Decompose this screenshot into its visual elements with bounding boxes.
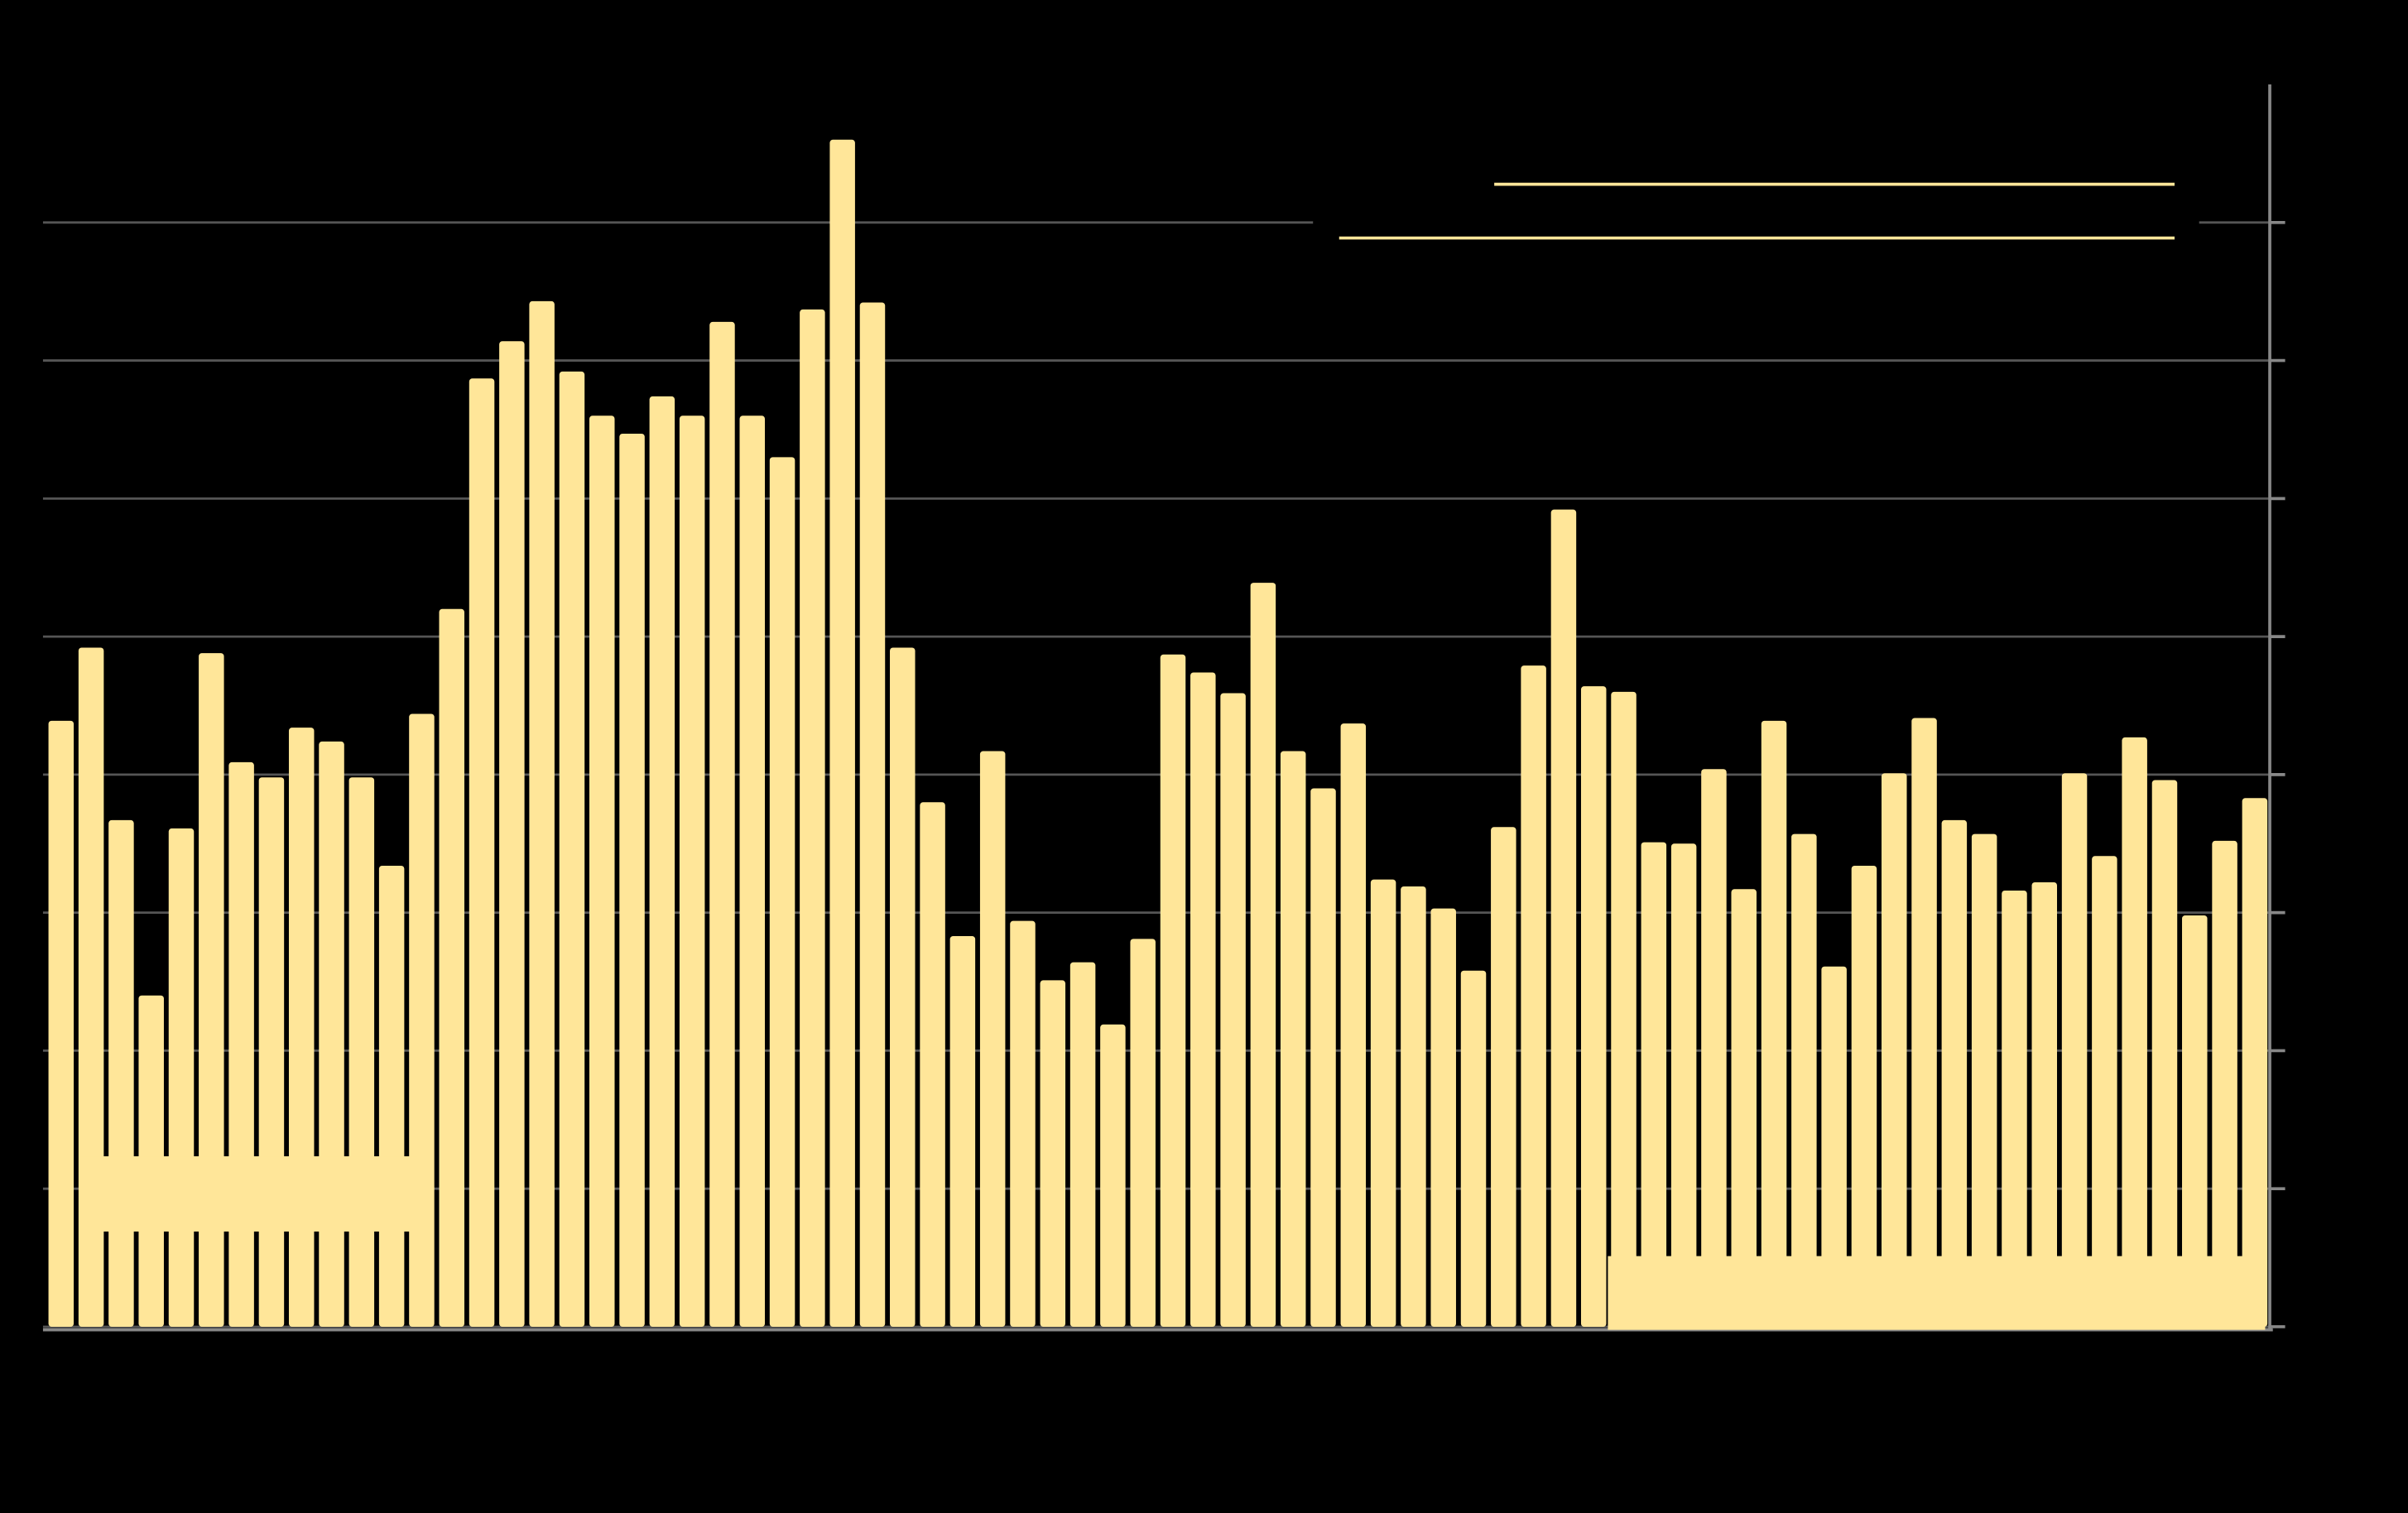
bar (1701, 769, 1727, 1327)
bar (1370, 879, 1396, 1327)
bar (1821, 966, 1847, 1327)
bar (469, 378, 495, 1327)
bar (439, 608, 464, 1327)
bar (1550, 509, 1577, 1327)
bar (979, 751, 1006, 1327)
bar (1731, 889, 1757, 1327)
bar (1491, 827, 1516, 1327)
bar (800, 309, 825, 1327)
legend-box (1313, 153, 2199, 262)
bar (288, 728, 315, 1327)
bar (1160, 654, 1186, 1327)
decorations (42, 84, 2273, 1332)
bar (378, 865, 405, 1327)
bar (859, 302, 886, 1327)
annotation-box (1608, 1256, 2266, 1330)
bar (1521, 665, 1546, 1327)
bar (1069, 962, 1096, 1327)
annotation-box (79, 1156, 418, 1232)
bar (108, 819, 134, 1327)
bar (1911, 718, 1937, 1327)
bar (48, 720, 74, 1327)
bar (1851, 865, 1877, 1327)
bar (1010, 920, 1036, 1327)
bar (1641, 842, 1667, 1327)
bar (2151, 780, 2178, 1327)
bar (529, 300, 555, 1327)
bar (1250, 583, 1276, 1327)
bar (1761, 720, 1787, 1327)
bar (1791, 833, 1817, 1327)
bar (1040, 980, 1066, 1327)
bar (1190, 672, 1216, 1327)
bar (2031, 881, 2058, 1327)
bar (890, 647, 916, 1327)
bar (1580, 686, 1607, 1327)
bar (2122, 737, 2147, 1327)
bar (1460, 970, 1487, 1327)
bar (559, 371, 585, 1327)
bar (1941, 819, 1968, 1327)
bar (1280, 751, 1306, 1327)
bar (649, 396, 675, 1327)
bar (2092, 856, 2117, 1327)
bar (920, 802, 945, 1327)
bar (1130, 939, 1156, 1327)
bar (1220, 693, 1246, 1327)
bar (258, 777, 285, 1327)
bar (679, 415, 705, 1327)
bar (319, 741, 344, 1327)
bar (619, 433, 645, 1327)
bar (1100, 1024, 1126, 1327)
bar (2242, 798, 2268, 1327)
bar (1670, 843, 1697, 1327)
bar (2212, 840, 2237, 1327)
bar (1611, 691, 1637, 1327)
bar (1971, 833, 1997, 1327)
bar (739, 415, 766, 1327)
bar (168, 828, 195, 1327)
bar (228, 761, 254, 1327)
bar (1401, 886, 1426, 1327)
bar (348, 777, 375, 1327)
bar (1340, 723, 1367, 1327)
bar (1430, 908, 1456, 1327)
bar (709, 321, 735, 1327)
bars (48, 139, 2268, 1327)
bar (589, 415, 615, 1327)
bar (2002, 890, 2027, 1327)
bar (829, 139, 855, 1327)
bar (2061, 773, 2088, 1327)
bar (1310, 788, 1336, 1327)
bar (2182, 915, 2208, 1327)
bar (499, 341, 525, 1327)
bar (1882, 773, 1907, 1327)
bar (769, 457, 795, 1327)
bar (949, 936, 976, 1327)
bar (409, 713, 435, 1327)
